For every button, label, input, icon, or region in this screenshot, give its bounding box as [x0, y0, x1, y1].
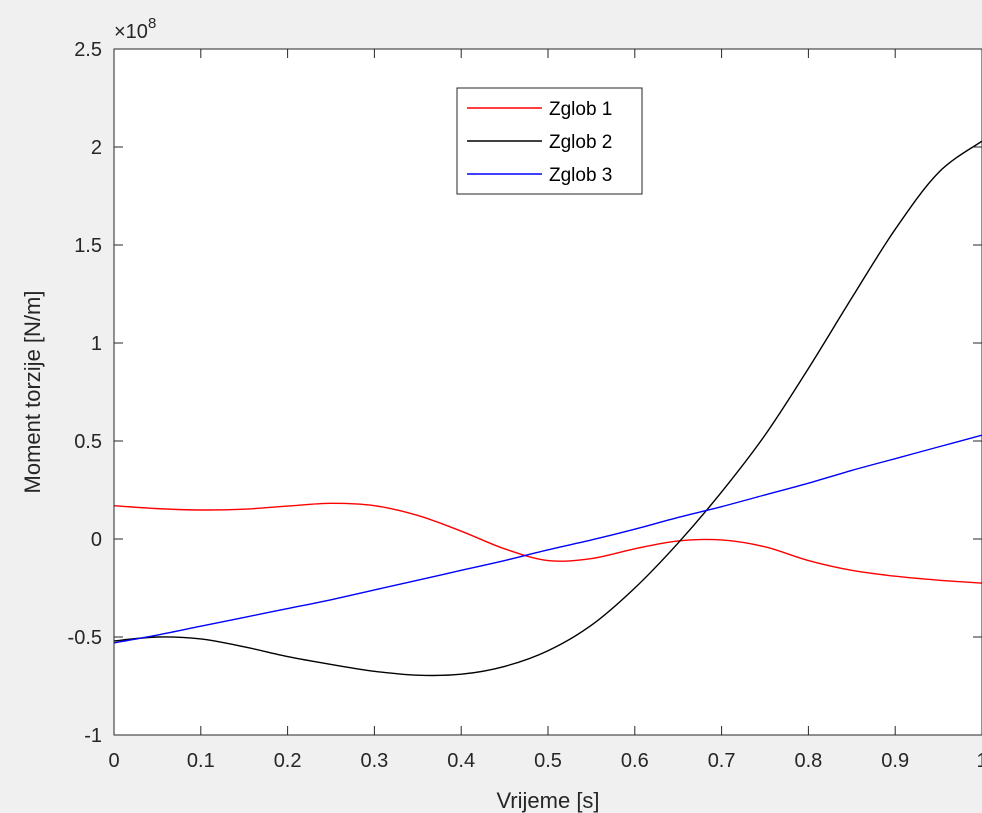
y-tick-label: 2.5 — [74, 39, 102, 61]
x-tick-label: 0.8 — [794, 750, 822, 772]
x-tick-label: 0.7 — [708, 750, 736, 772]
series-line-3 — [114, 434, 982, 644]
legend-label-1: Zglob 1 — [549, 99, 612, 120]
y-tick-label: -1 — [84, 725, 102, 747]
y-axis-label: Moment torzije [N/m] — [20, 291, 45, 494]
x-tick-label: 0.4 — [447, 750, 475, 772]
x-tick-label: 0.5 — [534, 750, 562, 772]
y-exponent-base: ×10 — [114, 21, 148, 43]
legend: Zglob 1 Zglob 2 Zglob 3 — [456, 87, 643, 195]
legend-label-3: Zglob 3 — [549, 165, 612, 186]
series-layer — [114, 140, 982, 677]
x-tick-label: 0.2 — [274, 750, 302, 772]
y-tick-label: -0.5 — [68, 627, 102, 649]
ticks-layer: 0 0.1 0.2 0.3 0.4 0.5 0.6 0.7 0.8 0.9 1 -1 -0.5 0 0.5 1… — [68, 39, 982, 772]
x-tick-label: 0.1 — [187, 750, 215, 772]
y-tick-label: 1.5 — [74, 235, 102, 257]
y-tick-label: 0 — [91, 529, 102, 551]
y-tick-label: 0.5 — [74, 431, 102, 453]
y-exponent-power: 8 — [148, 15, 156, 32]
x-tick-label: 0.6 — [621, 750, 649, 772]
y-exponent-label: ×108 — [114, 15, 156, 43]
x-tick-label: 0.9 — [881, 750, 909, 772]
x-tick-label: 0.3 — [360, 750, 388, 772]
y-tick-label: 2 — [91, 137, 102, 159]
x-tick-label: 0 — [108, 750, 119, 772]
x-tick-label: 1 — [976, 750, 982, 772]
x-axis-label: Vrijeme [s] — [496, 788, 599, 813]
series-line-1 — [114, 502, 982, 584]
series-line-2 — [114, 140, 982, 677]
legend-label-2: Zglob 2 — [549, 132, 612, 153]
y-tick-label: 1 — [91, 333, 102, 355]
